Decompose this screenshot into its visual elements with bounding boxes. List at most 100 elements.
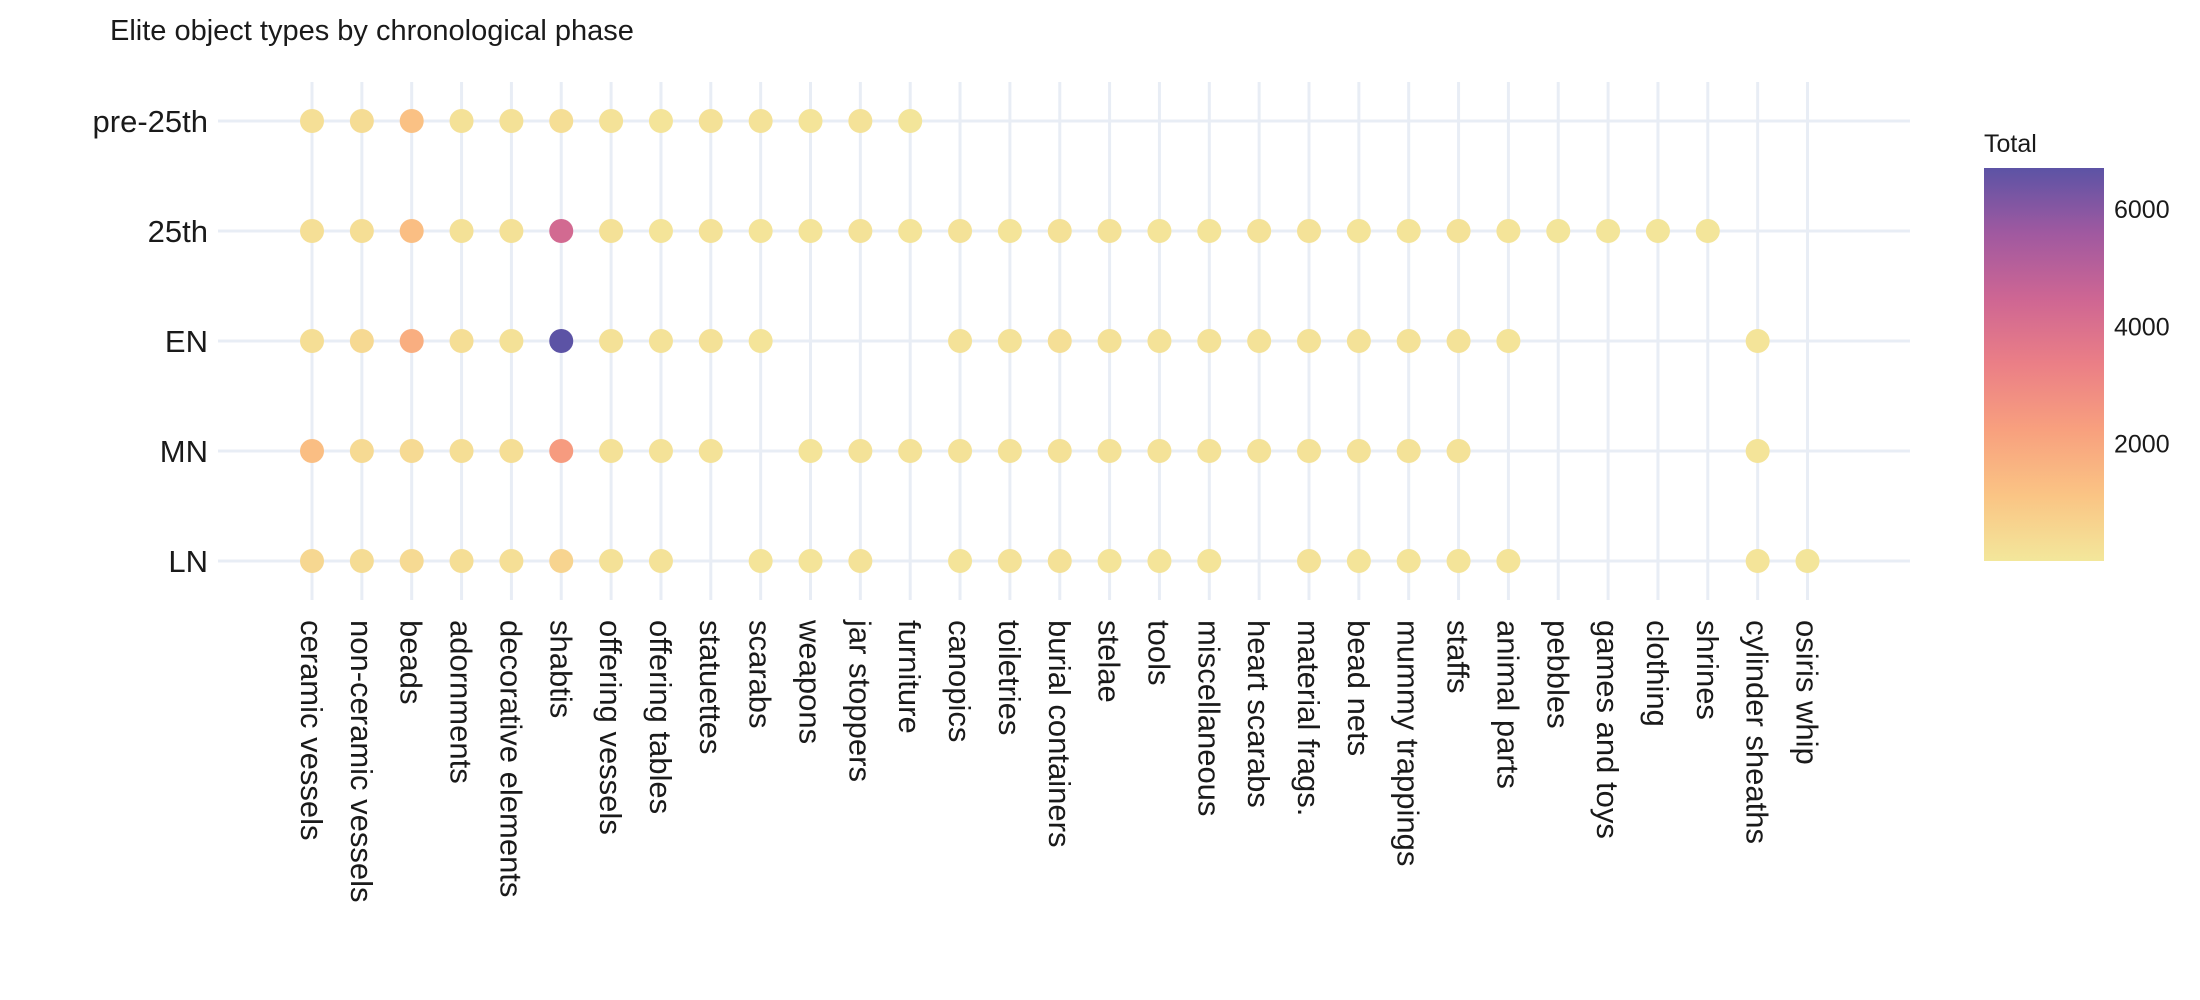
data-point [997,219,1022,243]
x-tick-label: jar stoppers [842,619,877,782]
data-point [1745,549,1770,573]
x-tick-label: toiletries [992,620,1027,735]
data-point [399,549,424,573]
y-tick-label: MN [160,434,208,469]
data-point [948,439,973,463]
data-point [1097,329,1122,353]
data-point [499,439,524,463]
data-point [349,219,374,243]
data-point [1496,219,1521,243]
data-point [1197,219,1222,243]
x-tick-label: statuettes [693,620,728,754]
data-point [898,439,923,463]
data-point [1695,219,1720,243]
data-point [1147,219,1172,243]
data-point [599,439,624,463]
y-tick-label: LN [168,544,208,579]
color-legend-title: Total [1984,130,2037,158]
data-point [1047,329,1072,353]
x-tick-label: non-ceramic vessels [344,620,379,903]
data-point [300,219,324,243]
data-point [1446,219,1471,243]
data-point [549,109,574,133]
data-point [599,219,624,243]
x-tick-label: animal parts [1490,620,1525,789]
data-point [1396,329,1421,353]
data-point [1346,329,1371,353]
x-tick-label: pebbles [1540,620,1575,729]
data-point [798,549,823,573]
y-tick-label: pre-25th [93,104,208,139]
x-tick-label: offering tables [643,620,678,814]
x-tick-label: staffs [1441,620,1476,694]
x-axis-tick-labels: ceramic vessels non-ceramic vessels beads a… [294,619,1825,903]
data-point [848,109,873,133]
data-point [499,549,524,573]
data-point [798,439,823,463]
data-point [349,329,374,353]
x-tick-label: canopics [942,620,977,742]
data-point [698,219,723,243]
data-point [948,329,973,353]
data-point [848,439,873,463]
data-point [1097,439,1122,463]
data-point [1745,329,1770,353]
data-point [1097,219,1122,243]
chart-title: Elite object types by chronological phas… [110,15,634,47]
data-point [399,109,424,133]
y-tick-label: 25th [148,214,208,249]
data-point [648,109,673,133]
data-point [848,549,873,573]
data-point [1197,329,1222,353]
x-tick-label: furniture [892,620,927,734]
data-point [798,219,823,243]
x-tick-label: miscellaneous [1191,620,1226,816]
x-tick-label: osiris whip [1790,620,1825,765]
data-point [1247,329,1272,353]
data-point [399,219,424,243]
data-point [648,549,673,573]
x-tick-label: clothing [1640,620,1675,727]
data-point [300,329,324,353]
data-point [748,549,773,573]
data-point [1147,549,1172,573]
data-point [1047,439,1072,463]
data-point [1147,329,1172,353]
data-point [1446,329,1471,353]
data-point [648,219,673,243]
data-point [1047,549,1072,573]
x-tick-label: weapons [793,619,828,744]
data-point [748,109,773,133]
data-point [300,549,324,573]
data-point [499,219,524,243]
data-points [300,109,1820,573]
data-point [1097,549,1122,573]
x-tick-label: beads [394,620,429,704]
color-legend-tick: 4000 [2114,313,2170,341]
data-point [1197,439,1222,463]
data-point [399,439,424,463]
data-point [399,329,424,353]
y-tick-label: EN [165,324,208,359]
x-tick-label: material frags. [1291,620,1326,816]
color-legend-ticks: 2000 4000 6000 [2114,196,2170,459]
data-point [1346,549,1371,573]
data-point [599,329,624,353]
data-point [898,109,923,133]
data-point [499,109,524,133]
data-point [698,329,723,353]
data-point [1346,439,1371,463]
data-point [349,549,374,573]
data-point [1396,439,1421,463]
data-point [1396,549,1421,573]
x-tick-label: decorative elements [493,620,528,897]
data-point [1247,439,1272,463]
data-point [1496,549,1521,573]
x-tick-label: tools [1141,620,1176,685]
data-point [698,439,723,463]
x-tick-label: cylinder sheaths [1740,620,1775,844]
data-point [449,549,474,573]
color-legend-tick: 6000 [2114,196,2170,224]
data-point [1147,439,1172,463]
x-tick-label: ceramic vessels [294,620,329,841]
